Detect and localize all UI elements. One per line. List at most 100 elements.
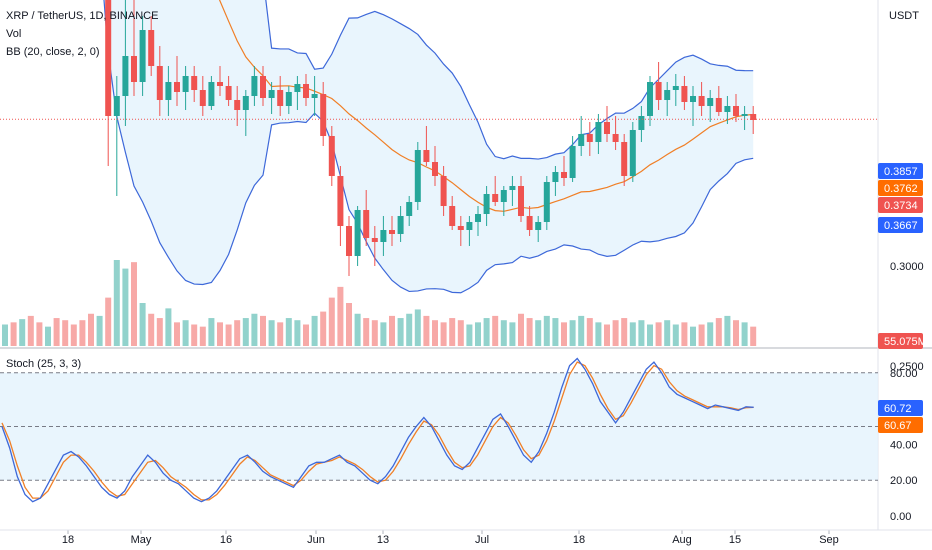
- stoch-tick-label: 40.00: [890, 439, 918, 451]
- volume-bar: [561, 322, 567, 346]
- volume-bar: [707, 322, 714, 346]
- candle-body: [655, 82, 662, 100]
- candle-body: [389, 230, 395, 234]
- volume-bar: [303, 324, 309, 346]
- volume-bar: [337, 286, 344, 346]
- volume-bar: [45, 326, 51, 346]
- stoch-indicator-label[interactable]: Stoch (25, 3, 3): [6, 358, 82, 370]
- volume-tag: 55.075M: [884, 336, 927, 348]
- volume-bar: [509, 322, 516, 346]
- candle-body: [638, 116, 645, 130]
- candle-body: [199, 90, 206, 106]
- volume-bar: [698, 324, 705, 346]
- candle-body: [371, 238, 378, 242]
- price-tick-label: 0.3000: [890, 261, 924, 273]
- volume-bar: [371, 320, 378, 346]
- volume-bar: [277, 322, 284, 346]
- volume-bar: [492, 315, 499, 346]
- symbol-title[interactable]: XRP / TetherUS, 1D, BINANCE: [6, 10, 159, 22]
- candle-body: [234, 100, 241, 110]
- price-tag: 0.3762: [884, 183, 918, 195]
- volume-bar: [70, 324, 77, 346]
- volume-bar: [569, 320, 576, 346]
- candle-body: [561, 172, 567, 178]
- volume-bar: [182, 320, 189, 346]
- price-tag-bg: [878, 197, 923, 213]
- candle-body: [311, 94, 318, 98]
- candle-body: [156, 66, 163, 100]
- stoch-tag: 60.67: [884, 420, 912, 432]
- vol-indicator-label[interactable]: Vol: [6, 28, 22, 40]
- volume-bar: [139, 303, 146, 346]
- stoch-k-line: [1, 357, 754, 503]
- candle-body: [397, 216, 404, 234]
- candle-body: [526, 216, 533, 230]
- time-tick-label: May: [131, 534, 152, 546]
- candle-body: [354, 210, 361, 256]
- volume-bar: [79, 320, 86, 346]
- candle-body: [733, 106, 739, 116]
- candle-body: [543, 182, 550, 222]
- volume-bar: [604, 324, 610, 346]
- candle-body: [225, 86, 232, 100]
- candle-body: [715, 98, 722, 112]
- price-tag-bg: [878, 180, 923, 196]
- candle-body: [552, 172, 559, 182]
- volume-bar: [449, 318, 456, 346]
- bb-indicator-label[interactable]: BB (20, close, 2, 0): [6, 46, 100, 58]
- candle-body: [414, 150, 421, 202]
- time-tick-label: 13: [377, 534, 389, 546]
- candle-body: [449, 206, 456, 226]
- volume-bar: [380, 322, 387, 346]
- volume-bar: [225, 324, 232, 346]
- volume-bar: [363, 318, 370, 346]
- volume-bar: [19, 319, 26, 346]
- candle-body: [432, 162, 438, 176]
- volume-bar: [621, 318, 628, 346]
- stoch-tick-label: 20.00: [890, 475, 918, 487]
- candle-body: [466, 222, 473, 230]
- time-tick-label: 18: [573, 534, 585, 546]
- price-axis[interactable]: 0.60000.55000.50000.45000.30000.250080.0…: [890, 0, 924, 523]
- candle-body: [208, 82, 215, 106]
- time-axis[interactable]: 18 May 16 Jun 13 Jul 18 Aug 15 Sep: [0, 529, 932, 546]
- volume-tag-bg: [878, 333, 923, 349]
- candle-body: [268, 90, 275, 98]
- volume-bar: [552, 318, 559, 346]
- candle-body: [672, 86, 679, 90]
- stochastic-pane: [0, 357, 878, 503]
- volume-bar: [199, 326, 206, 346]
- stoch-tag-bg: [878, 417, 923, 433]
- volume-bar: [234, 320, 241, 346]
- volume-bar: [105, 297, 112, 346]
- time-tick-label: Aug: [672, 534, 692, 546]
- candle-body: [122, 56, 129, 96]
- candle-body: [131, 56, 137, 82]
- price-tags: 0.3857 0.3762 0.3734 0.3667 55.075M 60.72 60.6…: [878, 163, 927, 433]
- volume-bar: [638, 320, 645, 346]
- volume-bar: [681, 322, 688, 346]
- price-candles[interactable]: [0, 0, 878, 276]
- volume-bar: [647, 324, 653, 346]
- stoch-tag-bg: [878, 400, 923, 416]
- time-tick-label: 18: [62, 534, 74, 546]
- candle-body: [139, 30, 146, 82]
- volume-bar: [27, 315, 34, 346]
- volume-bar: [191, 324, 198, 346]
- stoch-band-fill: [0, 372, 878, 481]
- candle-body: [569, 146, 576, 178]
- candle-body: [320, 94, 327, 136]
- volume-bar: [113, 260, 120, 346]
- volume-bar: [311, 315, 318, 346]
- stoch-d-line: [1, 361, 754, 501]
- candle-body: [217, 82, 223, 86]
- volume-bar: [397, 318, 404, 346]
- candle-body: [500, 190, 507, 202]
- candle-body: [586, 134, 593, 142]
- candle-body: [165, 82, 172, 100]
- volume-bar: [715, 318, 722, 346]
- time-tick-label: Jul: [475, 534, 489, 546]
- candle-body: [483, 194, 490, 214]
- candle-body: [285, 92, 292, 106]
